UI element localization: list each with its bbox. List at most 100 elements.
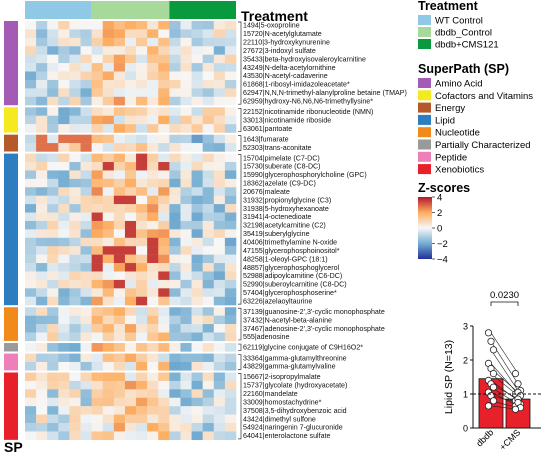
heatmap-cell xyxy=(69,37,81,47)
heatmap-cell xyxy=(169,220,181,230)
heatmap-row-11 xyxy=(25,107,237,116)
heatmap-cell xyxy=(224,229,237,238)
heatmap-cell xyxy=(191,220,203,230)
heatmap-cell xyxy=(58,361,70,371)
heatmap-cell xyxy=(47,397,59,407)
heatmap-cell xyxy=(213,107,226,116)
heatmap-cell xyxy=(224,187,237,196)
heatmap-cell xyxy=(36,229,48,238)
heatmap-cell xyxy=(91,96,104,106)
heatmap-cell xyxy=(202,71,215,81)
heatmap-cell xyxy=(113,178,126,188)
heatmap-cell xyxy=(202,431,215,441)
heatmap-cell xyxy=(102,220,115,230)
heatmap-cell xyxy=(102,332,115,342)
heatmap-cell xyxy=(202,63,215,72)
heatmap-cell xyxy=(113,389,126,398)
heatmap-cell xyxy=(102,353,115,363)
heatmap-row-6 xyxy=(25,63,237,72)
heatmap-cell xyxy=(113,54,126,64)
heatmap-cell xyxy=(124,263,137,272)
heatmap-row-39 xyxy=(25,353,237,363)
row-label: 37467|adenosine-2',3'-cyclic monophospha… xyxy=(243,325,385,333)
heatmap-row-3 xyxy=(25,37,237,47)
bar-y-label: Lipid SP (N=13) xyxy=(443,340,455,414)
heatmap-cell xyxy=(102,296,115,306)
heatmap-cell xyxy=(147,414,159,424)
heatmap-cell xyxy=(80,162,92,171)
heatmap-cell xyxy=(202,46,215,55)
heatmap-cell xyxy=(91,21,104,30)
heatmap-cell xyxy=(36,170,48,180)
heatmap-cell xyxy=(191,237,203,247)
heatmap-cell xyxy=(113,170,126,180)
heatmap-cell xyxy=(169,271,181,281)
heatmap-cell xyxy=(80,153,92,163)
heatmap-cell xyxy=(102,414,115,424)
heatmap-cell xyxy=(58,162,70,171)
heatmap-cell xyxy=(36,288,48,297)
heatmap-cell xyxy=(202,254,215,264)
heatmap-cell xyxy=(91,162,104,171)
heatmap-cell xyxy=(113,372,126,382)
heatmap-cell xyxy=(36,380,48,390)
heatmap-cell xyxy=(158,63,170,72)
heatmap-cell xyxy=(224,343,237,352)
heatmap-cell xyxy=(69,271,81,281)
heatmap-cell xyxy=(69,431,81,441)
heatmap-cell xyxy=(169,246,181,255)
heatmap-cell xyxy=(147,380,159,390)
heatmap-cell xyxy=(25,204,37,213)
heatmap-cell xyxy=(147,332,159,342)
heatmap-cell xyxy=(58,63,70,72)
heatmap-cell xyxy=(113,153,126,163)
heatmap-cell xyxy=(113,279,126,289)
heatmap-cell xyxy=(191,88,203,97)
group-bracket xyxy=(238,373,242,440)
heatmap-cell xyxy=(191,397,203,407)
heatmap-cell xyxy=(224,296,237,306)
heatmap-cell xyxy=(47,307,59,316)
heatmap-cell xyxy=(69,332,81,342)
heatmap-cell xyxy=(191,324,203,333)
heatmap-cell xyxy=(36,220,48,230)
heatmap-cell xyxy=(136,353,148,363)
heatmap-cell xyxy=(224,237,237,247)
heatmap-cell xyxy=(69,29,81,39)
heatmap-cell xyxy=(47,324,59,333)
heatmap-cell xyxy=(25,288,37,297)
heatmap-cell xyxy=(169,397,181,407)
heatmap-cell xyxy=(113,37,126,47)
heatmap-cell xyxy=(102,343,115,352)
heatmap-cell xyxy=(202,332,215,342)
superpath-swatch-amino-acid xyxy=(418,78,431,88)
heatmap-cell xyxy=(180,134,192,144)
data-point-cms xyxy=(514,380,522,388)
heatmap-cell xyxy=(102,21,115,30)
heatmap-cell xyxy=(124,37,137,47)
sp-bar-amino-acid xyxy=(4,21,18,106)
heatmap-cell xyxy=(58,96,70,106)
heatmap-cell xyxy=(91,220,104,230)
heatmap-cell xyxy=(47,162,59,171)
heatmap-cell xyxy=(80,271,92,281)
heatmap-cell xyxy=(124,88,137,97)
zscore-tick-label: 2 xyxy=(437,208,442,219)
heatmap-cell xyxy=(25,431,37,441)
heatmap-cell xyxy=(113,254,126,264)
heatmap-cell xyxy=(80,343,92,352)
heatmap-cell xyxy=(180,372,192,382)
heatmap-cell xyxy=(124,63,137,72)
treatment-legend: Treatment WT Controldbdb_Controldbdb+CMS1… xyxy=(418,0,499,51)
heatmap-cell xyxy=(69,380,81,390)
heatmap-cell xyxy=(113,134,126,144)
heatmap-cell xyxy=(80,204,92,213)
heatmap-cell xyxy=(180,143,192,152)
heatmap-cell xyxy=(47,361,59,371)
row-label: 18362|azelate (C9-DC) xyxy=(243,180,316,188)
heatmap-cell xyxy=(113,79,126,89)
heatmap-cell xyxy=(102,37,115,47)
treatment-bar-1 xyxy=(25,1,92,19)
heatmap-cell xyxy=(158,134,170,144)
heatmap-cell xyxy=(147,63,159,72)
